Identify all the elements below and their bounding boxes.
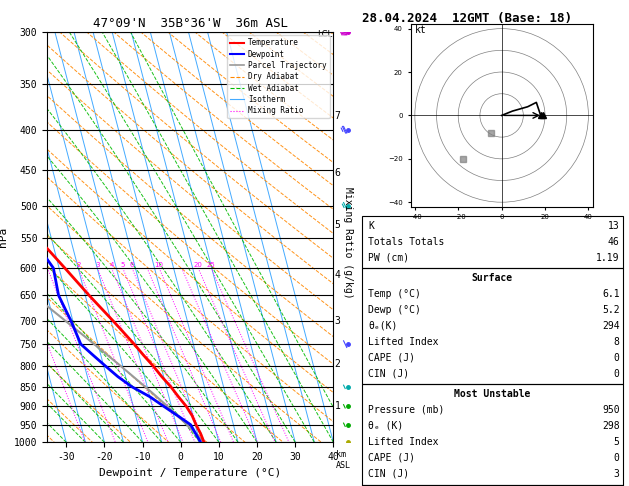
Text: kt: kt: [415, 25, 426, 35]
Text: 8: 8: [614, 337, 620, 347]
Text: 4: 4: [335, 270, 341, 280]
Text: Lifted Index: Lifted Index: [368, 437, 438, 447]
Text: LCL: LCL: [317, 30, 332, 39]
Text: Lifted Index: Lifted Index: [368, 337, 438, 347]
Text: 46: 46: [608, 237, 620, 247]
Text: 6.1: 6.1: [602, 289, 620, 299]
Text: 3: 3: [95, 262, 100, 268]
Text: 6: 6: [130, 262, 134, 268]
Text: 298: 298: [602, 421, 620, 431]
Text: 28.04.2024  12GMT (Base: 18): 28.04.2024 12GMT (Base: 18): [362, 12, 572, 25]
Text: 0: 0: [614, 453, 620, 463]
Text: θₑ (K): θₑ (K): [368, 421, 403, 431]
Text: CAPE (J): CAPE (J): [368, 353, 415, 363]
Text: 25: 25: [207, 262, 216, 268]
Text: 5: 5: [121, 262, 125, 268]
Text: km
ASL: km ASL: [337, 451, 351, 470]
Text: Pressure (mb): Pressure (mb): [368, 405, 444, 415]
Text: 20: 20: [194, 262, 203, 268]
Text: θₑ(K): θₑ(K): [368, 321, 398, 331]
Text: 6: 6: [335, 168, 341, 178]
Text: PW (cm): PW (cm): [368, 253, 409, 263]
Text: 2: 2: [335, 360, 341, 369]
Text: 0: 0: [614, 353, 620, 363]
Text: 1: 1: [335, 400, 341, 411]
Text: 5: 5: [614, 437, 620, 447]
X-axis label: Dewpoint / Temperature (°C): Dewpoint / Temperature (°C): [99, 468, 281, 478]
Text: CIN (J): CIN (J): [368, 369, 409, 379]
Text: Dewp (°C): Dewp (°C): [368, 305, 421, 315]
Text: 5.2: 5.2: [602, 305, 620, 315]
Text: 2: 2: [76, 262, 81, 268]
Text: 10: 10: [155, 262, 164, 268]
Text: 1.19: 1.19: [596, 253, 620, 263]
Text: 3: 3: [335, 315, 341, 326]
Text: Totals Totals: Totals Totals: [368, 237, 444, 247]
Text: CIN (J): CIN (J): [368, 469, 409, 479]
Text: 7: 7: [335, 111, 341, 121]
Text: Surface: Surface: [472, 273, 513, 283]
Text: 13: 13: [608, 221, 620, 231]
Text: Mixing Ratio (g/kg): Mixing Ratio (g/kg): [343, 187, 353, 299]
Legend: Temperature, Dewpoint, Parcel Trajectory, Dry Adiabat, Wet Adiabat, Isotherm, Mi: Temperature, Dewpoint, Parcel Trajectory…: [227, 35, 330, 118]
Text: Temp (°C): Temp (°C): [368, 289, 421, 299]
Text: K: K: [368, 221, 374, 231]
Text: 0: 0: [614, 369, 620, 379]
Y-axis label: hPa: hPa: [0, 227, 8, 247]
Text: 5: 5: [335, 220, 341, 230]
Text: Most Unstable: Most Unstable: [454, 389, 530, 399]
Title: 47°09'N  35B°36'W  36m ASL: 47°09'N 35B°36'W 36m ASL: [92, 17, 288, 31]
Text: CAPE (J): CAPE (J): [368, 453, 415, 463]
Text: 4: 4: [109, 262, 114, 268]
Text: 950: 950: [602, 405, 620, 415]
Text: 294: 294: [602, 321, 620, 331]
Text: 3: 3: [614, 469, 620, 479]
